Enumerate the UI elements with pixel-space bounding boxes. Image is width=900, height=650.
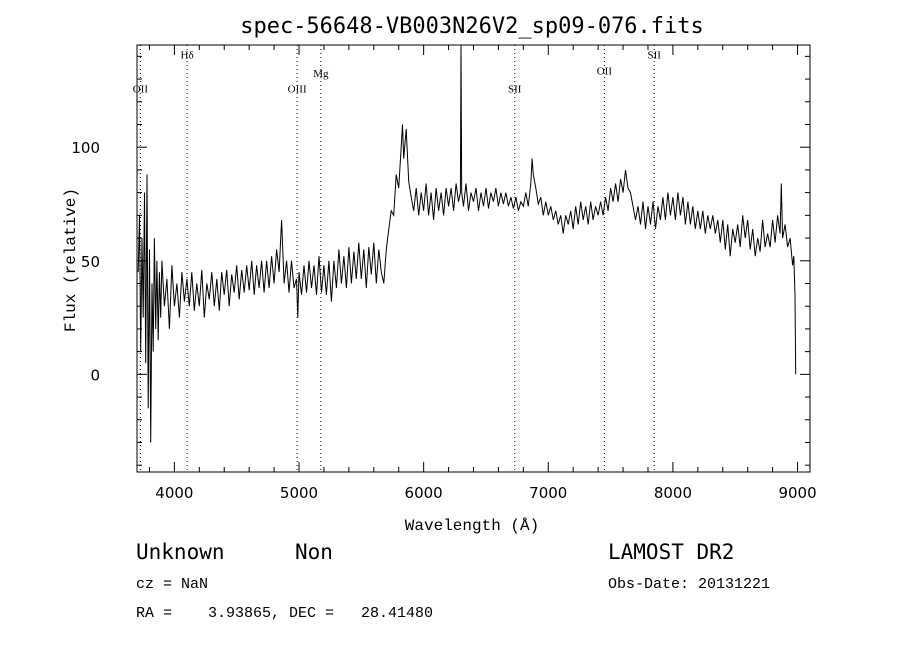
- axis-tick-labels: 4000 5000 6000 7000 8000 9000 0 50 100: [71, 139, 816, 502]
- coordinates: RA = 3.93865, DEC = 28.41480: [136, 605, 434, 622]
- x-tick-label: 7000: [529, 484, 567, 502]
- emission-line-label: OII: [133, 84, 149, 96]
- emission-line-label: SII: [647, 50, 661, 62]
- x-tick-label: 4000: [155, 484, 193, 502]
- y-axis-label: Flux (relative): [62, 188, 80, 332]
- x-axis-label: Wavelength (Å): [405, 517, 539, 535]
- observation-date: Obs-Date: 20131221: [608, 576, 771, 593]
- emission-line-label: Hδ: [181, 50, 194, 62]
- y-tick-label: 50: [81, 253, 100, 271]
- emission-line-label: OII: [597, 66, 613, 78]
- x-tick-label: 5000: [280, 484, 318, 502]
- x-tick-label: 9000: [778, 484, 816, 502]
- emission-line-label: SII: [508, 84, 522, 96]
- x-tick-label: 6000: [405, 484, 443, 502]
- x-tick-label: 8000: [654, 484, 692, 502]
- object-subclass: Non: [295, 540, 333, 564]
- survey-name: LAMOST DR2: [608, 540, 735, 564]
- emission-line-markers: [139, 45, 655, 472]
- emission-line-label: OIII: [288, 84, 307, 96]
- object-class: Unknown: [136, 540, 225, 564]
- y-tick-label: 100: [71, 139, 100, 157]
- chart-title: spec-56648-VB003N26V2_sp09-076.fits: [240, 14, 704, 39]
- redshift-cz: cz = NaN: [136, 576, 209, 593]
- flux-series-line: [137, 44, 797, 443]
- y-tick-label: 0: [90, 366, 100, 384]
- emission-line-labels: OII Hδ OIII Mg SII OII SII: [133, 50, 662, 96]
- emission-line-label: Mg: [313, 68, 329, 80]
- plot-frame: [136, 44, 811, 473]
- axis-ticks: [137, 45, 810, 472]
